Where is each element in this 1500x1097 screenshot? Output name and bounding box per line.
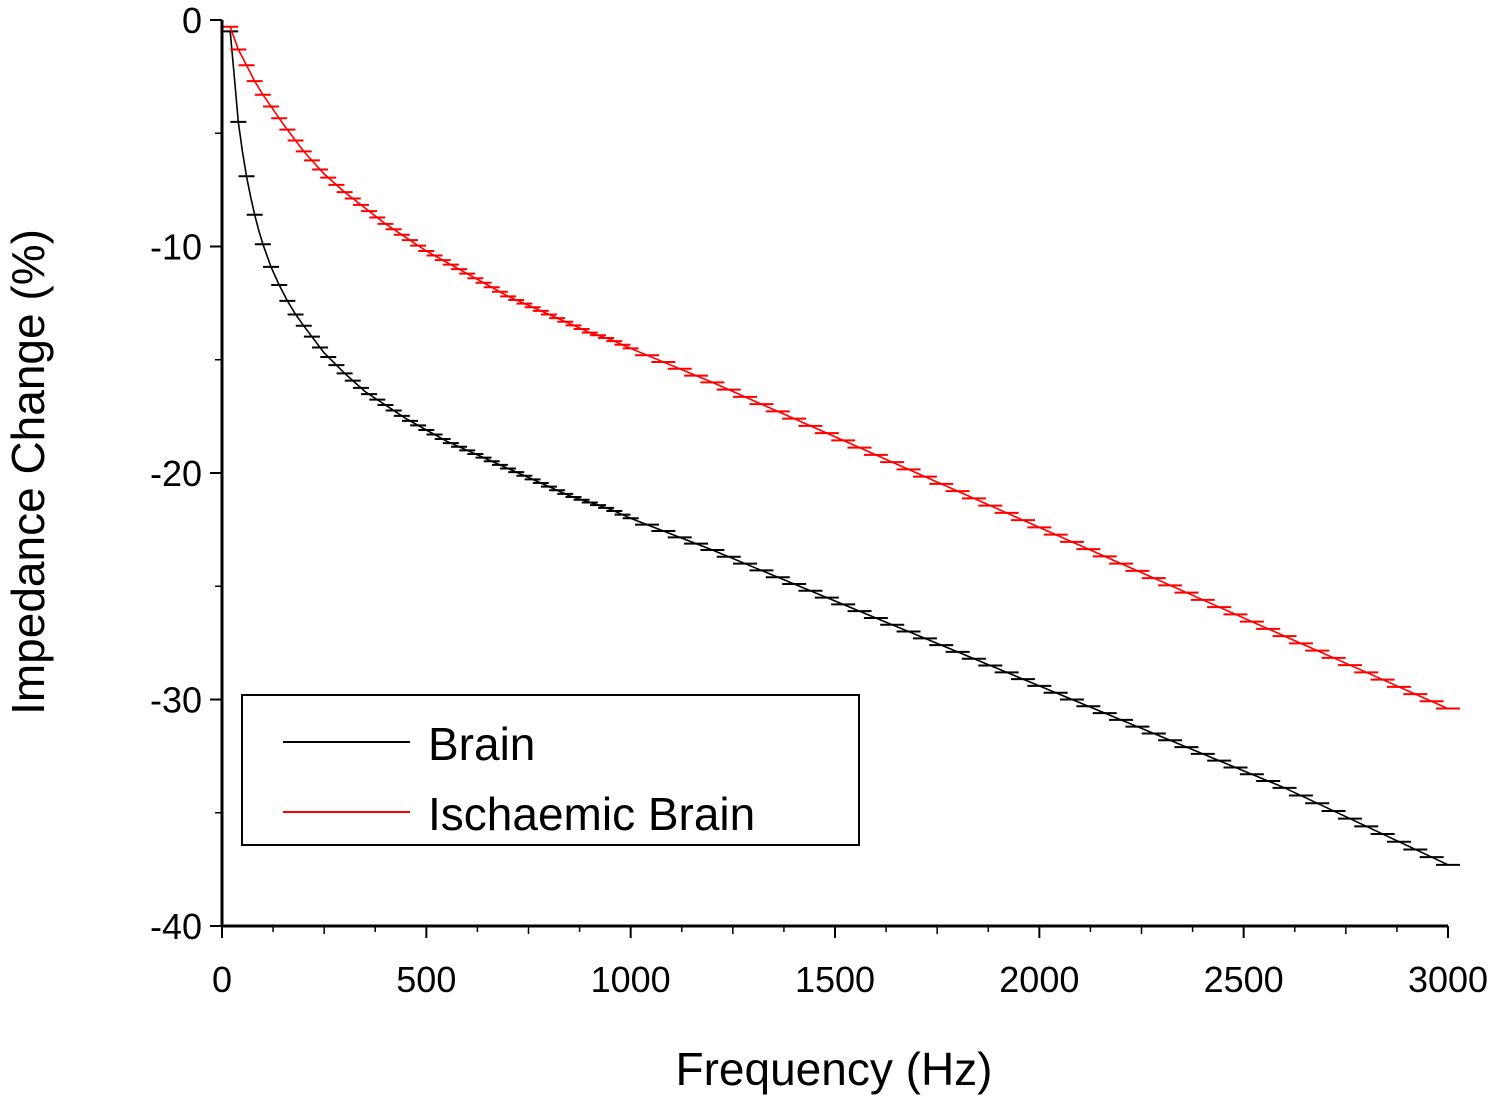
x-axis-title: Frequency (Hz) xyxy=(676,1043,993,1095)
plot-area: 0 500 1000 1500 2000 2500 3000 0 -10 -20 -30 -40 xyxy=(150,0,1488,1000)
legend-box xyxy=(241,694,860,846)
x-tick-label: 3000 xyxy=(1408,959,1488,1000)
x-axis-ticks: 0 500 1000 1500 2000 2500 3000 xyxy=(212,926,1488,1000)
series-layer xyxy=(222,25,1460,866)
y-tick-label: -40 xyxy=(150,906,202,947)
y-tick-label: -10 xyxy=(150,227,202,268)
y-tick-label: -20 xyxy=(150,453,202,494)
y-axis-ticks: 0 -10 -20 -30 -40 xyxy=(150,0,222,947)
legend-label-ischaemic-brain: Ischaemic Brain xyxy=(428,788,755,840)
y-tick-label: 0 xyxy=(182,0,202,41)
y-axis-title: Impedance Change (%) xyxy=(2,229,54,715)
x-tick-label: 500 xyxy=(396,959,456,1000)
series-line xyxy=(229,26,1449,710)
x-tick-label: 1500 xyxy=(795,959,875,1000)
y-tick-label: -30 xyxy=(150,680,202,721)
series-line xyxy=(229,31,1449,866)
x-tick-label: 2000 xyxy=(999,959,1079,1000)
x-tick-label: 2500 xyxy=(1204,959,1284,1000)
legend-label-brain: Brain xyxy=(428,718,535,770)
legend: Brain Ischaemic Brain xyxy=(241,694,860,846)
x-tick-label: 1000 xyxy=(591,959,671,1000)
series-brain xyxy=(222,30,1460,866)
series-ischaemic-brain xyxy=(222,25,1460,710)
x-tick-label: 0 xyxy=(212,959,232,1000)
